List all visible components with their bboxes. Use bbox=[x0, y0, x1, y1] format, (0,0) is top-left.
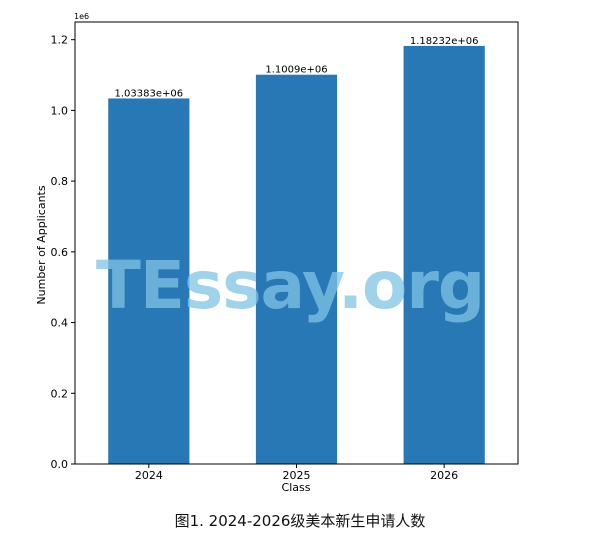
y-multiplier-label: 1e6 bbox=[74, 12, 89, 21]
figure-caption: 图1. 2024-2026级美本新生申请人数 bbox=[174, 512, 426, 530]
y-tick-label-0.4: 0.4 bbox=[51, 317, 69, 330]
y-tick-label-0.8: 0.8 bbox=[51, 175, 69, 188]
y-tick-label-0.2: 0.2 bbox=[51, 387, 69, 400]
bar-2025 bbox=[255, 74, 338, 464]
data-label-2026: 1.18232e+06 bbox=[410, 36, 479, 47]
data-label-2024: 1.03383e+06 bbox=[115, 88, 184, 99]
bar-2026 bbox=[403, 45, 485, 465]
bar-2024 bbox=[108, 98, 190, 464]
y-tick-label-0.0: 0.0 bbox=[51, 458, 69, 471]
bars-layer bbox=[108, 45, 485, 465]
x-tick-label-2024: 2024 bbox=[135, 469, 163, 482]
watermark: TEssay.org bbox=[96, 247, 484, 324]
x-axis-label: Class bbox=[282, 481, 311, 494]
x-tick-label-2026: 2026 bbox=[430, 469, 458, 482]
y-tick-label-0.6: 0.6 bbox=[51, 246, 69, 259]
y-axis-label: Number of Applicants bbox=[35, 185, 48, 304]
x-axis-ticks: 2024 2025 2026 bbox=[135, 464, 458, 482]
data-labels-layer: 1.03383e+06 1.1009e+06 1.18232e+06 bbox=[115, 36, 479, 100]
y-axis-ticks: 0.0 0.2 0.4 0.6 0.8 1.0 1.2 bbox=[51, 34, 75, 471]
data-label-2025: 1.1009e+06 bbox=[265, 65, 327, 76]
y-tick-label-1.2: 1.2 bbox=[51, 34, 69, 47]
y-tick-label-1.0: 1.0 bbox=[51, 104, 69, 117]
x-tick-label-2025: 2025 bbox=[283, 469, 311, 482]
